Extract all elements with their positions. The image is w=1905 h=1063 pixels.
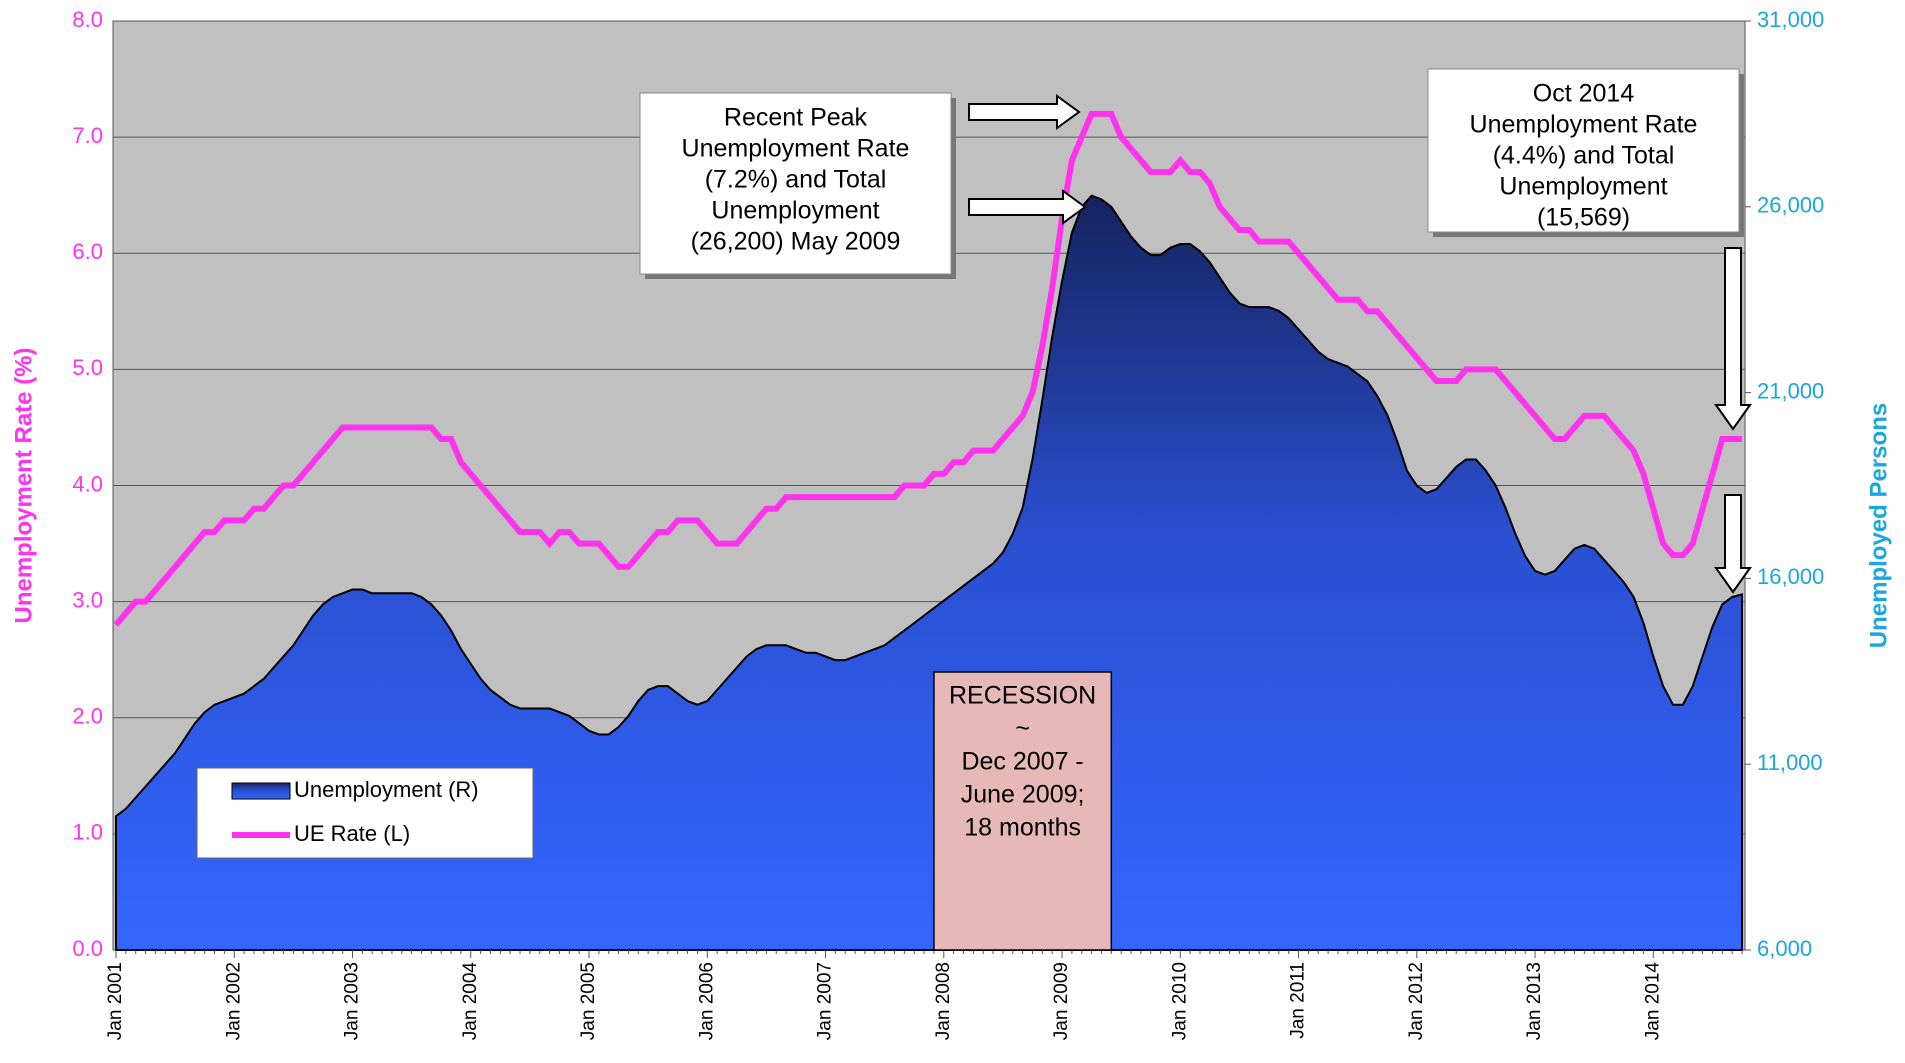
area — [115, 194, 1743, 951]
recession-box: RECESSION ~ Dec 2007 - June 2009; 18 months — [933, 671, 1113, 951]
x-tick-label: Jan 2003 — [342, 962, 363, 1040]
annotation-text: 18 months — [964, 814, 1081, 842]
annotations: RECESSION~Dec 2007 -June 2009;18 monthsR… — [639, 68, 1752, 951]
y-tick-label: 8.0 — [72, 7, 103, 32]
annotation-text: (7.2%) and Total — [705, 166, 887, 194]
annotation-text: Unemployment — [1499, 173, 1667, 201]
annotation-text: Unemployment Rate — [682, 135, 910, 163]
x-tick-label: Jan 2013 — [1524, 962, 1545, 1040]
x-tick-label: Jan 2011 — [1288, 962, 1309, 1039]
arrow — [968, 94, 1081, 130]
annotation-text: (26,200) May 2009 — [691, 228, 901, 256]
annotation-box — [639, 92, 952, 275]
y-tick-label: 1.0 — [72, 820, 103, 845]
annotation-text: (4.4%) and Total — [1493, 142, 1675, 170]
y2-tick-label: 31,000 — [1757, 7, 1824, 32]
y-tick-label: 5.0 — [72, 355, 103, 380]
x-tick-label: Jan 2004 — [460, 962, 481, 1041]
y2-axis-title: Unemployed Persons — [1865, 403, 1892, 648]
annotation-text: RECESSION — [949, 682, 1096, 710]
x-tick-label: Jan 2010 — [1169, 962, 1190, 1040]
x-tick-label: Jan 2007 — [815, 962, 836, 1040]
x-tick-label: Jan 2008 — [933, 962, 954, 1040]
annotation-text: Unemployment Rate — [1470, 111, 1698, 139]
y-tick-label: 4.0 — [72, 471, 103, 496]
x-tick-label: Jan 2001 — [105, 962, 126, 1040]
arrow — [1714, 247, 1752, 431]
y-tick-label: 7.0 — [72, 123, 103, 148]
annotation: Recent Peak Unemployment Rate (7.2%) and T… — [639, 92, 956, 279]
legend-label: Unemployment (R) — [294, 777, 479, 802]
legend: Unemployment (R) UE Rate (L) — [196, 767, 534, 859]
y-tick-label: 3.0 — [72, 587, 103, 612]
x-tick-label: Jan 2012 — [1406, 962, 1427, 1040]
y-axis-title: Unemployment Rate (%) — [10, 347, 37, 623]
x-tick-label: Jan 2005 — [578, 962, 599, 1040]
y2-tick-label: 21,000 — [1757, 378, 1824, 403]
x-tick-label: Jan 2002 — [223, 962, 244, 1040]
y-tick-label: 0.0 — [72, 936, 103, 961]
annotation: Oct 2014 Unemployment Rate (4.4%) and Tota… — [1427, 68, 1744, 237]
y2-tick-label: 16,000 — [1757, 564, 1824, 589]
recession-rect — [933, 671, 1113, 951]
annotation-text: (15,569) — [1537, 204, 1630, 232]
y2-tick-label: 11,000 — [1757, 750, 1823, 775]
annotation-box — [1427, 68, 1740, 233]
x-tick-label: Jan 2014 — [1642, 962, 1663, 1041]
y2-tick-label: 6,000 — [1757, 936, 1812, 961]
annotation-text: June 2009; — [961, 781, 1085, 809]
y2-tick-label: 26,000 — [1757, 193, 1824, 218]
line — [113, 110, 1742, 627]
annotation-text: Oct 2014 — [1533, 80, 1635, 108]
legend-label: UE Rate (L) — [294, 821, 410, 846]
y-tick-label: 6.0 — [72, 239, 103, 264]
y-tick-label: 2.0 — [72, 704, 103, 729]
arrow — [1714, 494, 1752, 594]
annotation-text: Recent Peak — [724, 104, 868, 132]
arrow — [968, 189, 1087, 225]
x-tick-label: Jan 2009 — [1051, 962, 1072, 1040]
annotation-text: Unemployment — [711, 197, 879, 225]
annotation-text: ~ — [1015, 715, 1030, 743]
annotation-text: Dec 2007 - — [961, 748, 1083, 776]
legend-swatch — [231, 782, 291, 800]
x-tick-label: Jan 2006 — [696, 962, 717, 1040]
